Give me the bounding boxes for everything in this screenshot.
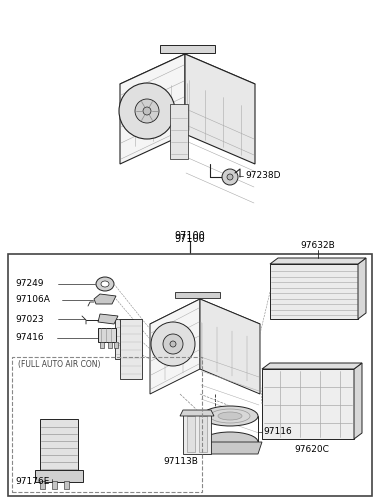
Text: 97023: 97023 [15, 314, 44, 324]
Polygon shape [358, 258, 366, 319]
Text: 97116: 97116 [263, 427, 292, 436]
Ellipse shape [227, 174, 233, 180]
Bar [120, 319, 142, 379]
Bar [98, 328, 116, 342]
Polygon shape [120, 54, 185, 164]
Polygon shape [150, 299, 260, 349]
Ellipse shape [143, 107, 151, 115]
Text: (FULL AUTO AIR CON): (FULL AUTO AIR CON) [18, 359, 100, 368]
Text: 97106A: 97106A [15, 295, 50, 304]
Text: 97416: 97416 [15, 334, 44, 343]
Polygon shape [270, 258, 366, 264]
Ellipse shape [212, 414, 218, 424]
Bar [199, 416, 207, 452]
Polygon shape [98, 314, 118, 324]
Ellipse shape [163, 334, 183, 354]
Bar [170, 104, 188, 159]
Bar [175, 292, 220, 298]
Ellipse shape [202, 432, 258, 452]
Text: 97176E: 97176E [15, 476, 49, 485]
Bar [270, 264, 358, 319]
Bar [40, 481, 45, 489]
Polygon shape [200, 299, 260, 394]
Bar [115, 319, 133, 359]
Text: 97238D: 97238D [245, 171, 280, 180]
Ellipse shape [119, 83, 175, 139]
Text: 97113B: 97113B [163, 458, 198, 467]
Ellipse shape [202, 406, 258, 426]
Text: 97100: 97100 [175, 231, 205, 241]
Bar [12, 357, 202, 492]
Bar [64, 481, 69, 489]
Polygon shape [94, 294, 116, 304]
Bar [35, 470, 83, 482]
Polygon shape [180, 410, 214, 416]
Polygon shape [150, 299, 200, 394]
Polygon shape [120, 54, 255, 114]
Bar [160, 45, 215, 53]
Ellipse shape [101, 281, 109, 287]
Ellipse shape [135, 99, 159, 123]
Ellipse shape [96, 277, 114, 291]
Polygon shape [262, 363, 362, 369]
Text: 97100: 97100 [175, 234, 205, 244]
Bar [114, 342, 118, 348]
Polygon shape [185, 54, 255, 164]
Text: 97620C: 97620C [294, 445, 329, 454]
Bar [108, 342, 112, 348]
Ellipse shape [170, 341, 176, 347]
Ellipse shape [218, 412, 242, 420]
Bar [52, 481, 57, 489]
Ellipse shape [151, 322, 195, 366]
Text: 97249: 97249 [15, 280, 43, 288]
Ellipse shape [222, 169, 238, 185]
Bar [8, 254, 372, 496]
Bar [187, 416, 195, 452]
Polygon shape [354, 363, 362, 439]
Bar [40, 419, 78, 474]
Text: 97632B: 97632B [301, 241, 336, 250]
Bar [262, 369, 354, 439]
Polygon shape [198, 442, 262, 454]
Bar [100, 342, 104, 348]
Bar [183, 414, 211, 454]
